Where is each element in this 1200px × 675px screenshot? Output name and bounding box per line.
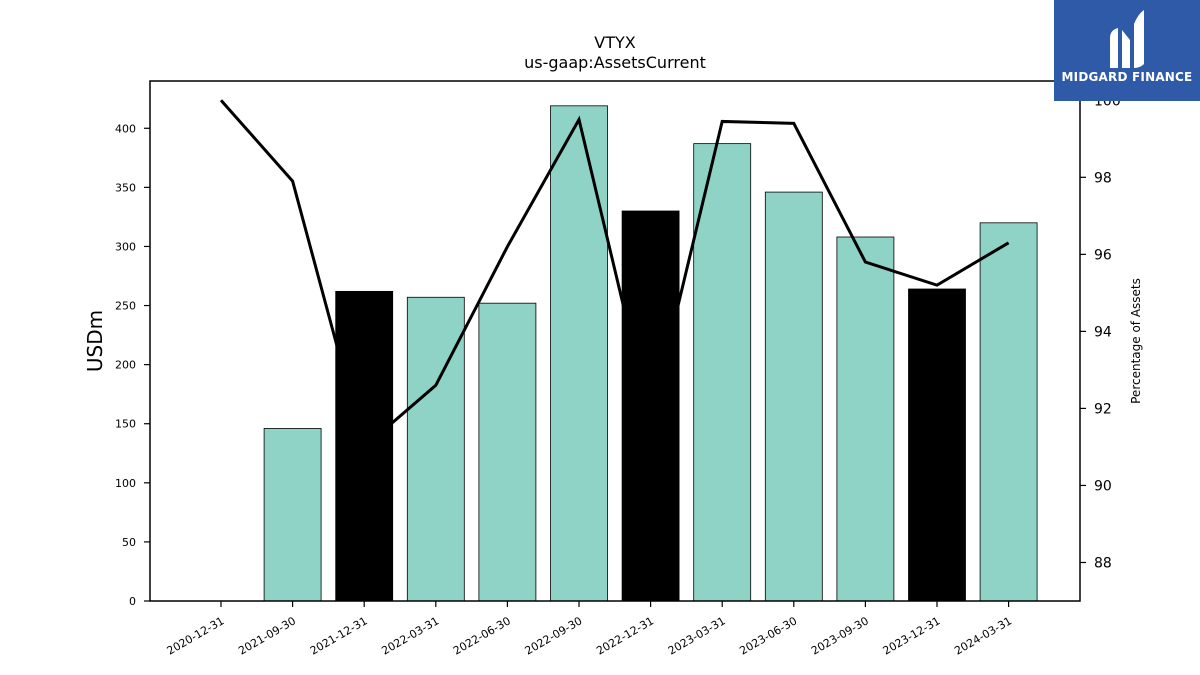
y2-axis-label: Percentage of Assets xyxy=(1129,278,1143,404)
x-tick-label: 2022-03-31 xyxy=(379,614,441,657)
y-tick-label: 150 xyxy=(115,418,136,431)
y2-tick-label: 88 xyxy=(1094,555,1112,571)
y2-tick-label: 92 xyxy=(1094,401,1112,417)
x-tick-label: 2024-03-31 xyxy=(952,614,1014,657)
x-tick-label: 2021-12-31 xyxy=(308,614,370,657)
x-tick-label: 2022-12-31 xyxy=(594,614,656,657)
x-tick-label: 2023-12-31 xyxy=(881,614,943,657)
bars-group xyxy=(263,105,1038,602)
bar xyxy=(908,288,966,602)
x-tick-label: 2022-06-30 xyxy=(451,614,513,657)
x-tick-label: 2020-12-31 xyxy=(165,614,227,657)
bar xyxy=(836,236,895,602)
y-tick-label: 100 xyxy=(115,477,136,490)
brand-logo-text: MIDGARD FINANCE xyxy=(1061,70,1193,84)
x-tick-label: 2021-09-30 xyxy=(236,614,298,657)
y2-tick-label: 96 xyxy=(1094,247,1112,263)
y-tick-label: 350 xyxy=(115,181,136,194)
x-tick-label: 2023-09-30 xyxy=(809,614,871,657)
y-axis-left: 0 50 100 150 200 250 300 350 400 xyxy=(115,122,150,608)
bar xyxy=(478,302,537,602)
y-axis-label: USDm xyxy=(83,310,107,372)
y-tick-label: 200 xyxy=(115,359,136,372)
x-tick-label: 2022-09-30 xyxy=(523,614,585,657)
brand-mark-icon xyxy=(1110,10,1144,68)
bar xyxy=(693,143,752,602)
bar xyxy=(550,105,608,602)
y-tick-label: 250 xyxy=(115,300,136,313)
bar xyxy=(979,222,1038,602)
y-tick-label: 0 xyxy=(129,595,136,608)
line-group xyxy=(219,99,1010,450)
chart-title: VTYX xyxy=(594,33,635,52)
y-tick-label: 50 xyxy=(122,536,136,549)
y-tick-label: 300 xyxy=(115,240,136,253)
y2-tick-label: 98 xyxy=(1094,170,1112,186)
x-axis: 2020-12-31 2021-09-30 2021-12-31 2022-03-31… xyxy=(165,601,1014,658)
chart-subtitle: us-gaap:AssetsCurrent xyxy=(524,53,706,72)
plot-frame xyxy=(149,80,1081,602)
y-tick-label: 400 xyxy=(115,122,136,135)
bar xyxy=(764,191,823,602)
y2-tick-label: 90 xyxy=(1094,478,1112,494)
y2-tick-label: 94 xyxy=(1094,324,1112,340)
x-tick-label: 2023-03-31 xyxy=(666,614,728,657)
bar xyxy=(621,210,680,602)
bar xyxy=(263,428,322,602)
bar xyxy=(406,296,465,602)
brand-logo: MIDGARD FINANCE xyxy=(1054,0,1200,101)
line-series xyxy=(219,99,1010,450)
x-tick-label: 2023-06-30 xyxy=(737,614,799,657)
